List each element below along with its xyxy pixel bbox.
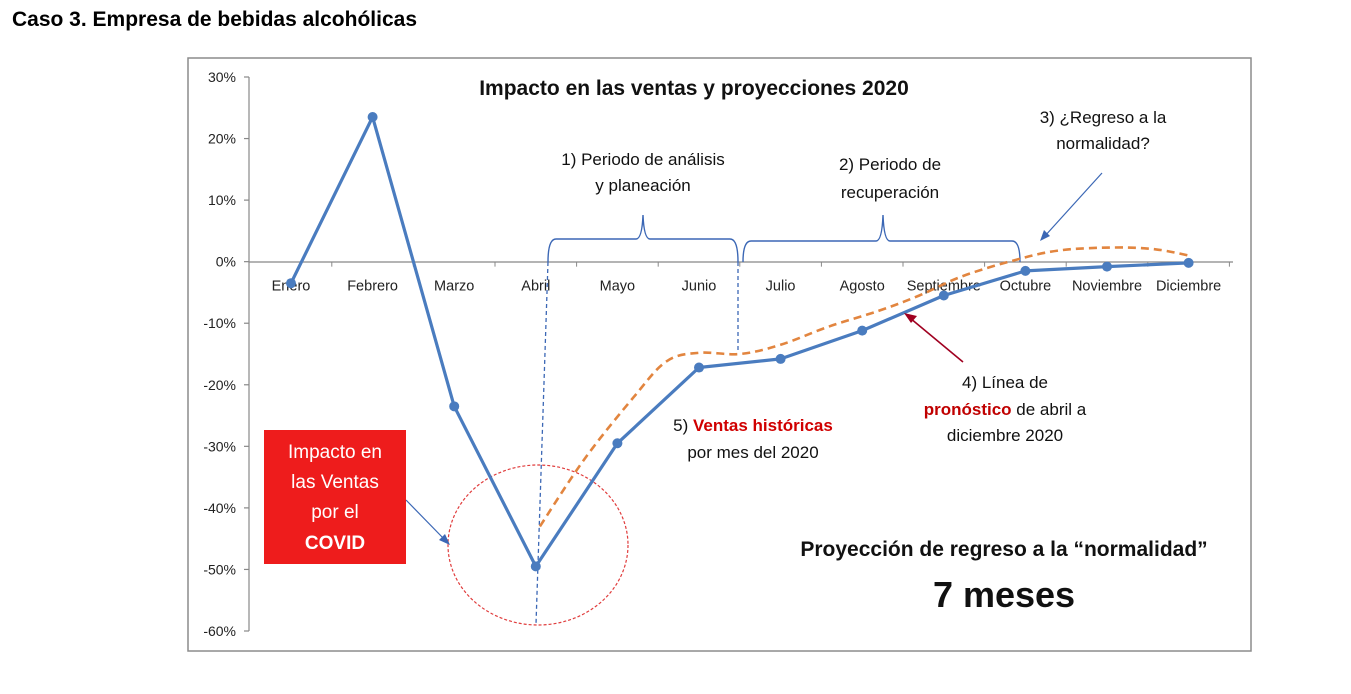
y-tick-label: 20% — [208, 131, 236, 147]
normalidad-arrowhead — [1040, 230, 1050, 241]
normality-question-label-2: normalidad? — [1056, 134, 1150, 153]
historical-points — [286, 112, 1194, 572]
covid-box-line-3: por el — [311, 502, 359, 523]
historical-label-number: 5) — [673, 416, 693, 435]
chart-title: Impacto en las ventas y proyecciones 202… — [479, 77, 909, 100]
x-tick-label: Junio — [682, 279, 717, 295]
forecast-arrow — [909, 317, 964, 363]
x-tick-label: Julio — [766, 279, 796, 295]
y-tick-label: -20% — [203, 377, 236, 393]
covid-box-line-2: las Ventas — [291, 472, 379, 493]
historical-point — [938, 290, 949, 301]
covid-arrowhead — [439, 534, 450, 545]
x-tick-label: Noviembre — [1072, 279, 1142, 295]
x-tick-label: Marzo — [434, 279, 474, 295]
forecast-label-2: pronóstico de abril a — [924, 400, 1087, 419]
historical-point — [1183, 257, 1194, 268]
historical-point — [367, 112, 378, 123]
normality-question-label: 3) ¿Regreso a la — [1040, 108, 1167, 127]
x-tick-label: Agosto — [840, 279, 885, 295]
forecast-bold-word: pronóstico — [924, 400, 1012, 419]
forecast-label: 4) Línea de — [962, 373, 1048, 392]
analysis-period-label-2: y planeación — [595, 176, 690, 195]
y-tick-label: 0% — [216, 254, 236, 270]
projection-label: Proyección de regreso a la “normalidad” — [800, 538, 1207, 561]
analysis-period-label: 1) Periodo de análisis — [561, 150, 724, 169]
normalidad-arrow — [1043, 172, 1103, 238]
x-tick-label: Mayo — [600, 279, 635, 295]
recovery-bracket — [742, 214, 1021, 263]
x-tick-label: Diciembre — [1156, 279, 1221, 295]
y-tick-label: -60% — [203, 623, 236, 639]
x-tick-label: Octubre — [1000, 279, 1052, 295]
y-tick-label: -50% — [203, 561, 236, 577]
forecast-line — [538, 246, 1189, 528]
recovery-period-label: 2) Periodo de — [839, 155, 941, 174]
covid-impact-box — [264, 430, 406, 564]
covid-box-line-4: COVID — [305, 533, 365, 554]
historical-point — [612, 438, 623, 449]
forecast-arrowhead — [904, 313, 917, 323]
forecast-label-3: diciembre 2020 — [947, 426, 1063, 445]
covid-impact-circle — [447, 464, 629, 626]
historical-label: 5) Ventas históricas — [673, 416, 833, 435]
historical-label-2: por mes del 2020 — [687, 443, 818, 462]
historical-point — [857, 325, 868, 336]
historical-label-bold: Ventas históricas — [693, 416, 833, 435]
y-tick-label: -10% — [203, 315, 236, 331]
page-title: Caso 3. Empresa de bebidas alcohólicas — [12, 8, 417, 31]
x-tick-label: Febrero — [347, 279, 398, 295]
historical-sales-line — [289, 115, 1189, 568]
x-ticks: EneroFebreroMarzoAbrilMayoJunioJulioAgos… — [272, 261, 1230, 295]
y-tick-label: 30% — [208, 69, 236, 85]
historical-point — [694, 362, 704, 373]
y-tick-label: -40% — [203, 500, 236, 516]
projection-value: 7 meses — [933, 574, 1075, 615]
covid-arrow — [405, 499, 446, 541]
historical-point — [775, 353, 786, 364]
x-tick-label: Abril — [521, 279, 550, 295]
recovery-period-label-2: recuperación — [841, 183, 939, 202]
covid-box-line-1: Impacto en — [288, 442, 382, 463]
historical-point — [530, 561, 541, 572]
historical-point — [286, 278, 296, 289]
historical-point — [1102, 261, 1112, 272]
analysis-bracket — [547, 214, 739, 263]
y-ticks: 30% 20% 10% 0% -10% -20% -30% -40% -50% -60% — [203, 69, 249, 639]
historical-point — [1020, 265, 1031, 276]
y-tick-label: -30% — [203, 438, 236, 454]
historical-point — [449, 401, 460, 412]
y-tick-label: 10% — [208, 192, 236, 208]
forecast-rest-text: de abril a — [1012, 400, 1087, 419]
